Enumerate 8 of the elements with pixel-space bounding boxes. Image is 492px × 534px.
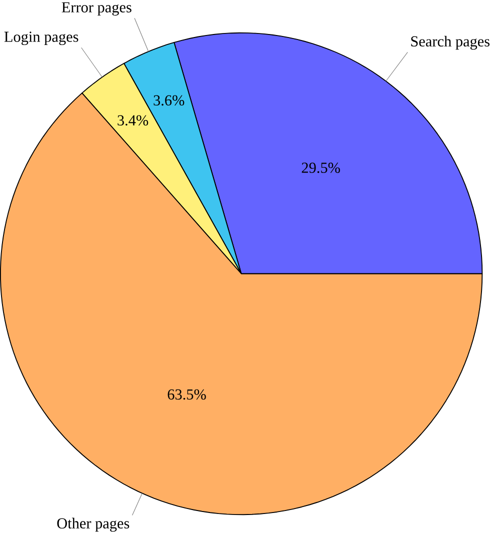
data-label: 3.6%	[154, 95, 184, 106]
slice-label: Login pages	[4, 32, 78, 46]
data-label: 63.5%	[168, 389, 206, 400]
slice-label: Other pages	[57, 518, 129, 532]
slice-label: Error pages	[62, 2, 132, 16]
data-label: 29.5%	[302, 162, 340, 173]
data-label: 3.4%	[117, 115, 148, 126]
slice-label: Search pages	[411, 36, 490, 50]
